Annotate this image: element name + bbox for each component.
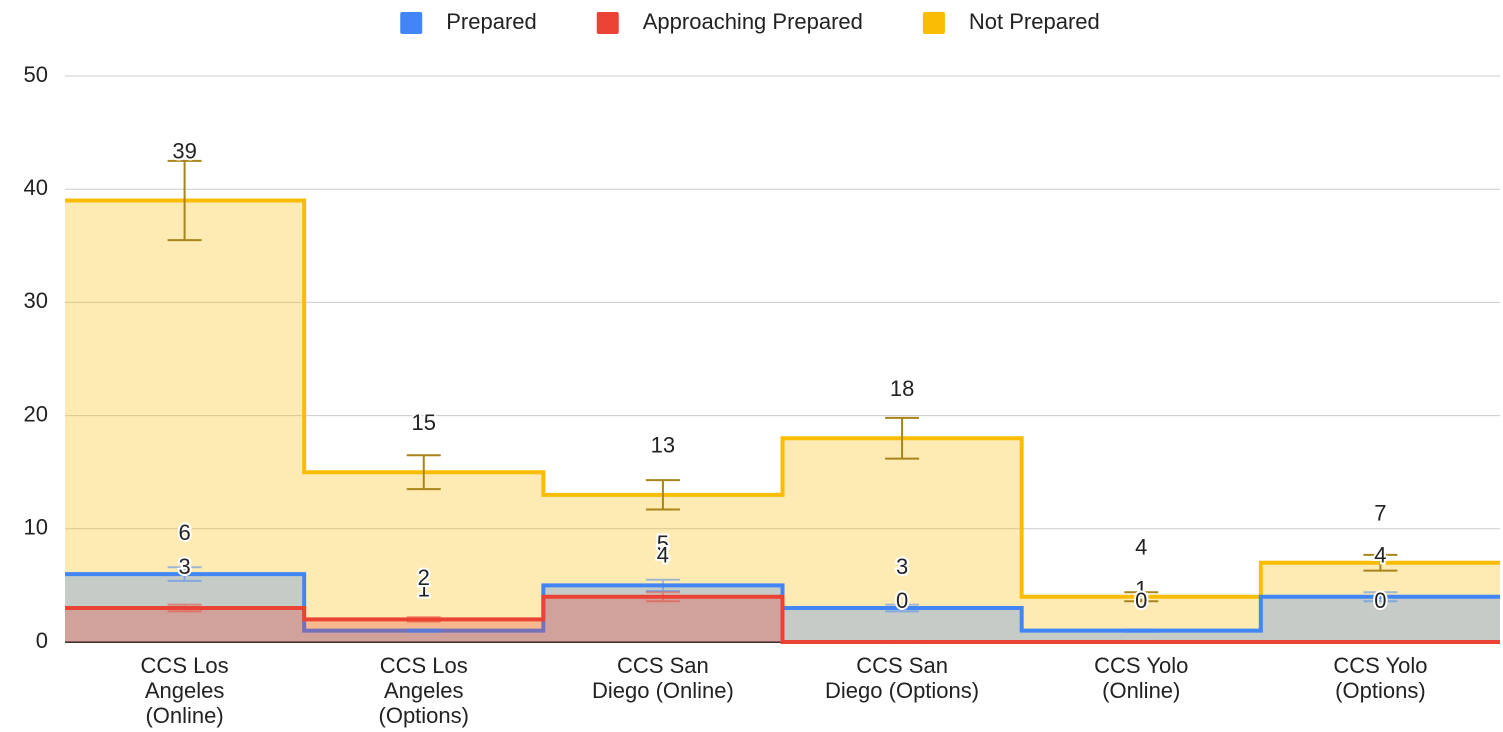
error-bar <box>1363 553 1398 572</box>
error-bar <box>167 159 202 242</box>
legend-item: Prepared <box>400 9 537 34</box>
data-label: 18 <box>890 376 914 401</box>
x-tick-label: CCS San <box>856 653 948 678</box>
legend-item: Not Prepared <box>922 9 1100 34</box>
x-tick-label: CCS Los <box>380 653 468 678</box>
legend-label: Approaching Prepared <box>643 9 863 34</box>
y-tick-label: 20 <box>24 401 48 426</box>
error-bar <box>167 603 202 613</box>
legend-swatch <box>922 12 945 34</box>
data-label: 15 <box>412 410 436 435</box>
data-label: 1 <box>418 576 430 601</box>
error-bar <box>645 479 680 511</box>
y-tick-label: 30 <box>24 288 48 313</box>
y-tick-label: 10 <box>24 515 48 540</box>
error-bar <box>1363 591 1398 603</box>
legend-item: Approaching Prepared <box>596 9 863 34</box>
step-line <box>65 198 1500 599</box>
error-bar <box>406 616 441 623</box>
x-tick-label: Diego (Options) <box>825 678 979 703</box>
data-label: 3 <box>178 554 190 579</box>
data-label: 39 <box>172 138 196 163</box>
data-label: 5 <box>657 531 669 556</box>
data-label: 3 <box>896 554 908 579</box>
x-tick-label: (Online) <box>145 703 223 728</box>
data-label: 1 <box>1135 576 1147 601</box>
x-tick-label: Diego (Online) <box>592 678 734 703</box>
y-tick-label: 0 <box>36 628 48 653</box>
error-bar <box>1124 628 1159 633</box>
data-label: 4 <box>1374 543 1386 568</box>
x-tick-label: CCS San <box>617 653 709 678</box>
x-tick-label: CCS Yolo <box>1333 653 1427 678</box>
y-tick-label: 50 <box>24 62 48 87</box>
error-bar <box>167 566 202 582</box>
x-tick-label: (Options) <box>379 703 469 728</box>
error-bar <box>645 578 680 593</box>
error-bar <box>406 628 441 633</box>
x-tick-label: Angeles <box>384 678 464 703</box>
legend-swatch <box>400 12 423 34</box>
x-tick-label: CCS Los <box>141 653 229 678</box>
data-label: 4 <box>1135 535 1147 560</box>
legend-label: Prepared <box>446 9 537 34</box>
error-bar <box>1124 591 1159 603</box>
data-label: 13 <box>651 433 675 458</box>
error-bar <box>406 454 441 491</box>
data-label: 4 <box>657 543 669 568</box>
legend-label: Not Prepared <box>969 9 1100 34</box>
x-tick-label: Angeles <box>145 678 225 703</box>
error-bar <box>885 603 920 613</box>
data-label: 0 <box>1135 588 1147 613</box>
error-bar <box>885 416 920 460</box>
x-tick-label: (Online) <box>1102 678 1180 703</box>
data-label: 0 <box>896 588 908 613</box>
data-label: 7 <box>1374 501 1386 526</box>
area <box>65 200 1500 642</box>
legend-swatch <box>596 12 619 34</box>
data-label: 2 <box>418 565 430 590</box>
y-tick-label: 40 <box>24 175 48 200</box>
x-tick-label: CCS Yolo <box>1094 653 1188 678</box>
error-bar <box>645 591 680 603</box>
x-tick-label: (Options) <box>1335 678 1425 703</box>
data-label: 6 <box>178 520 190 545</box>
data-label: 0 <box>1374 588 1386 613</box>
